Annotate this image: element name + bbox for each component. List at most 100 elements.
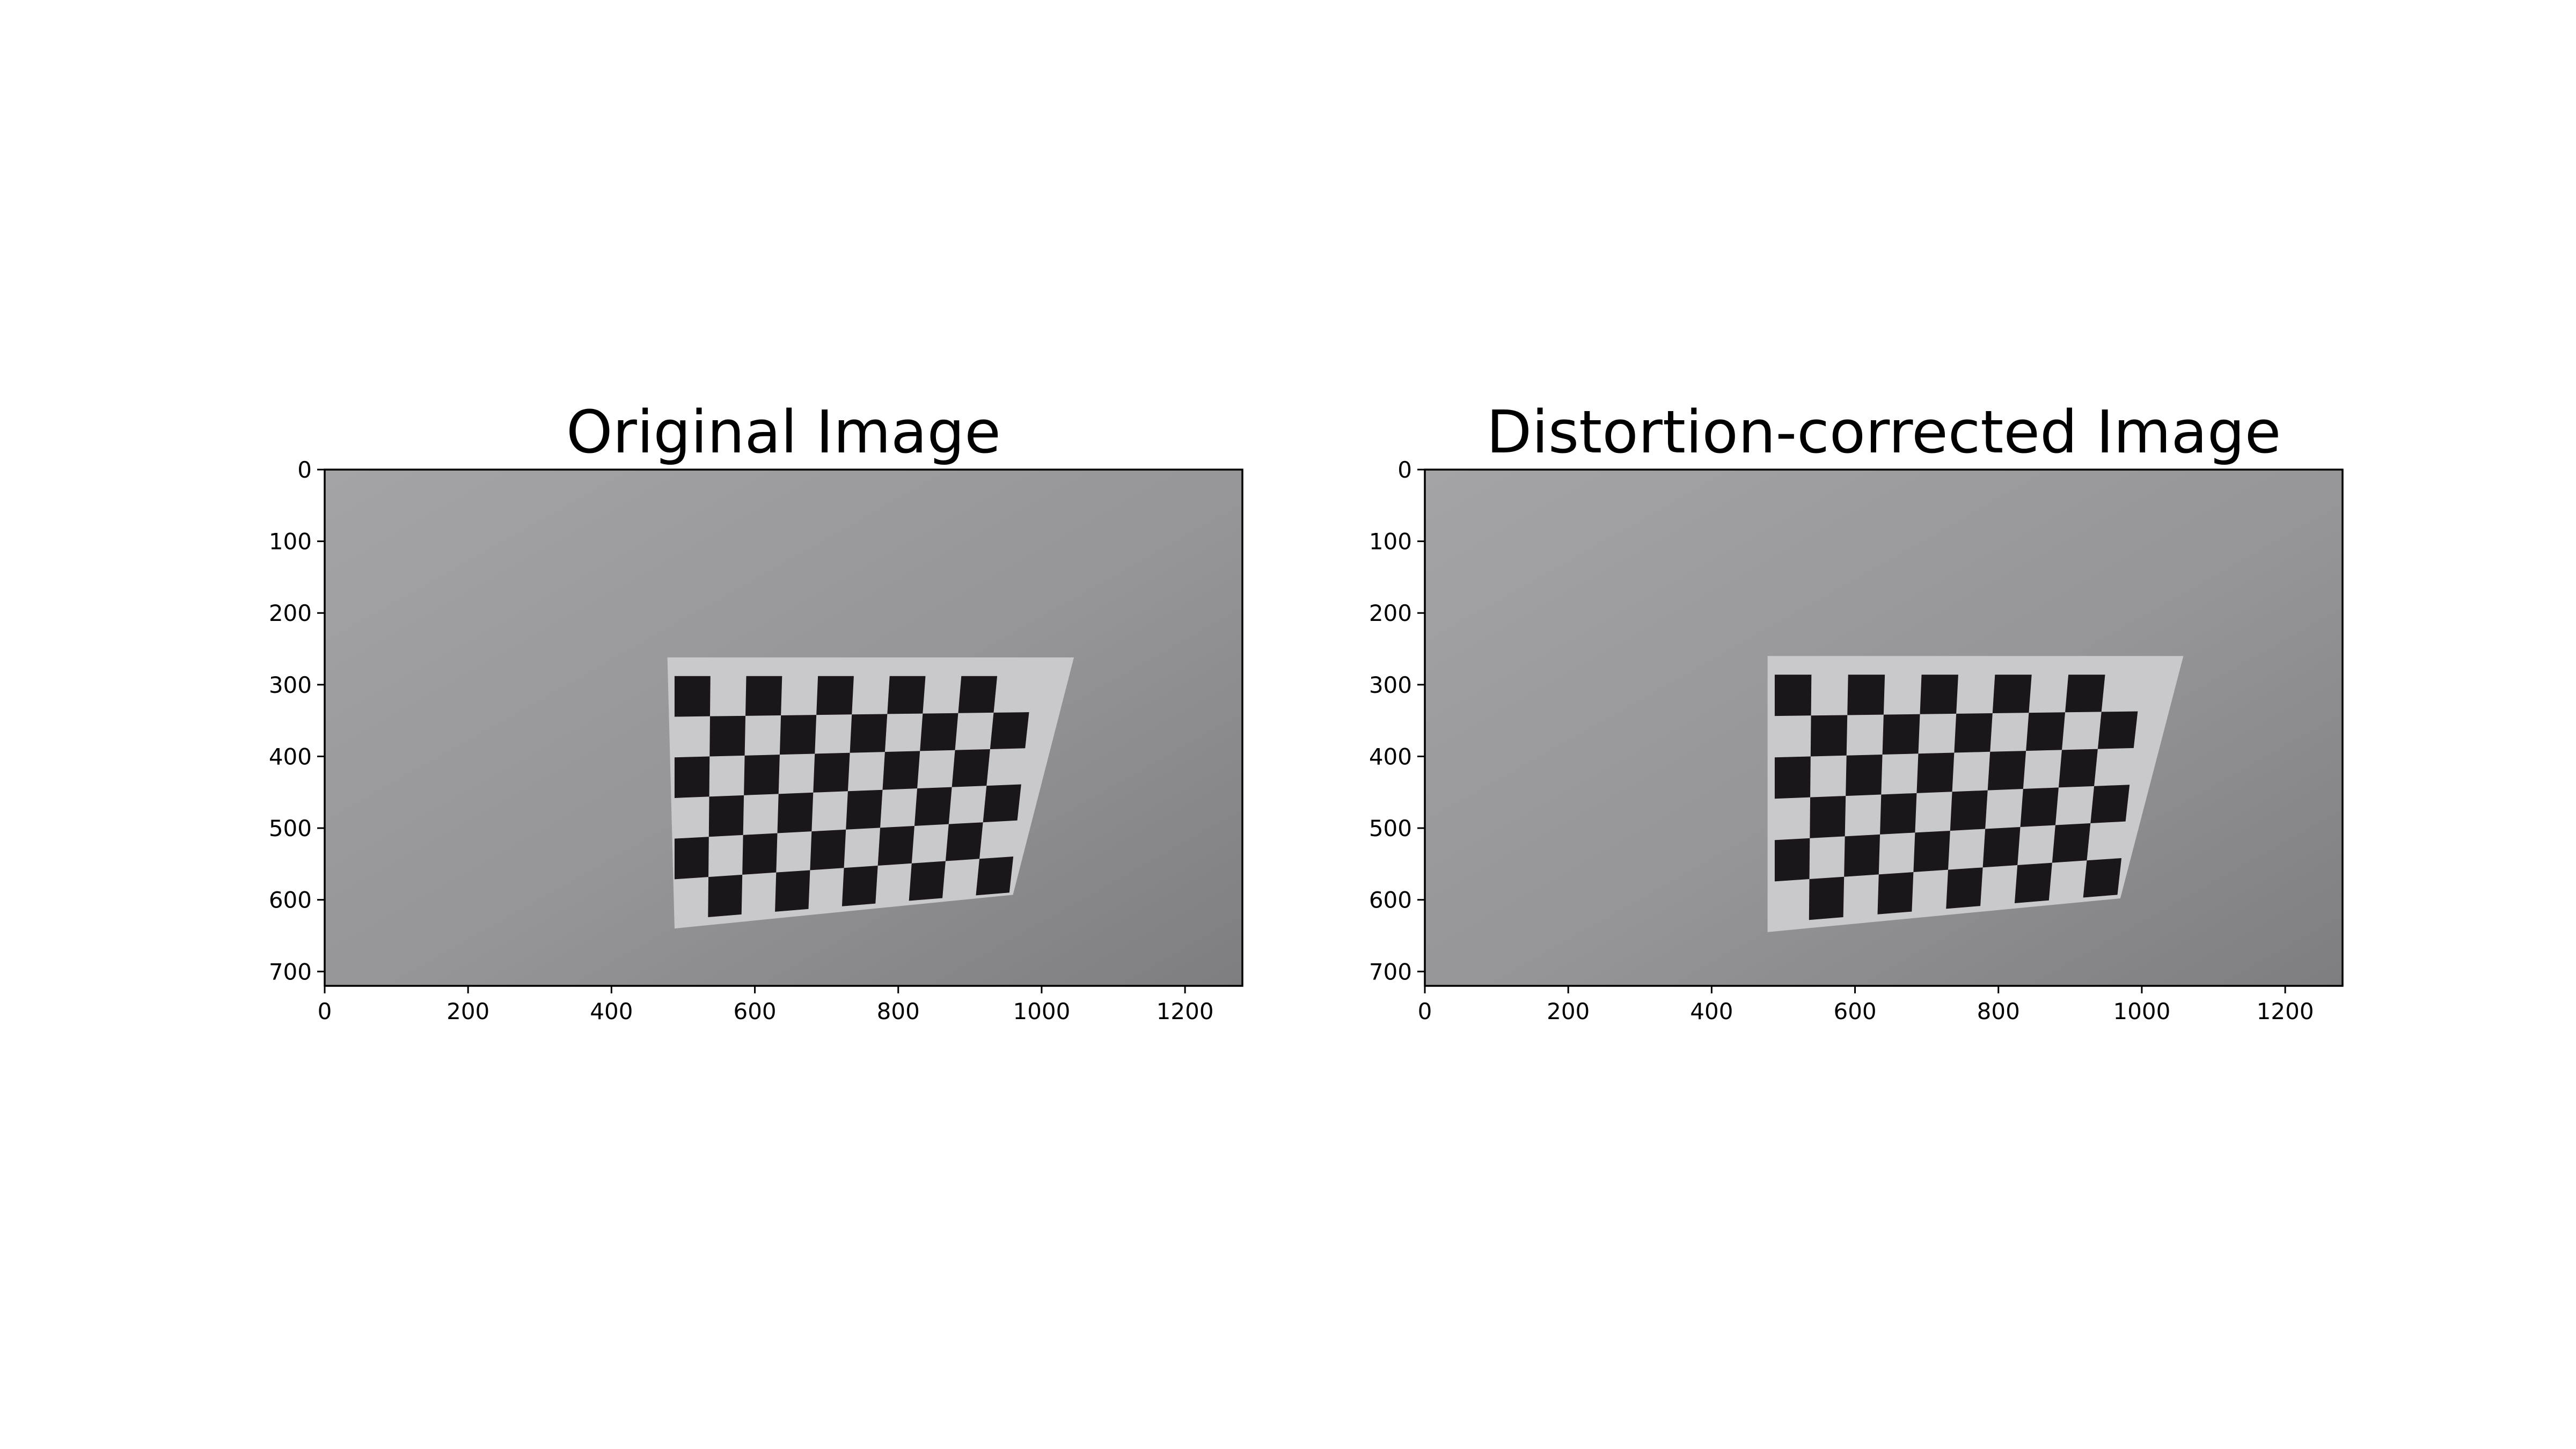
checker-square: [2052, 823, 2090, 863]
checker-square: [2015, 863, 2052, 903]
checker-square: [1954, 713, 1992, 753]
checker-square: [675, 757, 709, 798]
x-tick-label: 200: [1547, 998, 1590, 1024]
panel-title: Original Image: [566, 398, 1001, 466]
checker-square: [1916, 753, 1954, 793]
checker-square: [2090, 785, 2129, 823]
checker-square: [810, 830, 846, 870]
x-tick-label: 200: [447, 998, 489, 1024]
checker-square: [780, 715, 816, 755]
checker-square: [909, 861, 946, 901]
checker-square: [1946, 867, 1982, 909]
checker-square: [745, 676, 782, 716]
checker-square: [842, 866, 878, 906]
checker-square: [1988, 751, 2026, 791]
checker-square: [675, 676, 711, 717]
x-tick-label: 800: [877, 998, 920, 1024]
checker-square: [775, 870, 810, 911]
checker-square: [846, 790, 882, 830]
y-tick-label: 200: [269, 600, 312, 626]
checker-square: [2021, 787, 2059, 827]
checker-square: [1846, 755, 1882, 796]
checker-square: [2098, 711, 2138, 749]
checker-square: [709, 716, 745, 757]
y-tick-label: 200: [1369, 600, 1412, 626]
x-tick-label: 600: [1833, 998, 1876, 1024]
checker-square: [2083, 858, 2121, 898]
checker-square: [1878, 872, 1914, 914]
checker-square: [1983, 827, 2021, 867]
checker-square: [2065, 675, 2105, 712]
y-tick-label: 300: [269, 672, 312, 698]
checker-square: [887, 676, 925, 714]
x-tick-label: 400: [590, 998, 633, 1024]
checker-square: [878, 826, 914, 866]
y-tick-label: 600: [269, 887, 312, 913]
x-tick-label: 400: [1690, 998, 1733, 1024]
y-axis: 0 100 200 300 400 500 600 700: [1369, 457, 1425, 985]
checker-square: [1880, 793, 1916, 835]
checker-square: [1775, 675, 1811, 716]
checker-square: [1993, 675, 2032, 713]
y-tick-label: 400: [1369, 743, 1412, 770]
y-tick-label: 700: [1369, 958, 1412, 985]
checker-square: [1811, 715, 1847, 756]
y-tick-label: 0: [297, 457, 312, 483]
checker-square: [882, 751, 920, 789]
checker-square: [920, 713, 958, 751]
checker-square: [1775, 756, 1811, 799]
checker-square: [675, 837, 709, 879]
x-tick-label: 0: [1418, 998, 1432, 1024]
checker-square: [2059, 749, 2098, 788]
x-axis: 0 200 400 600 800 1000 1200: [318, 986, 1214, 1024]
y-tick-label: 0: [1397, 457, 1412, 483]
checker-square: [946, 822, 983, 861]
panel-title: Distortion-corrected Image: [1487, 398, 2281, 466]
checker-square: [1844, 835, 1880, 877]
x-tick-label: 1000: [2113, 998, 2170, 1024]
checker-square: [709, 795, 744, 837]
checker-square: [742, 833, 777, 874]
checker-square: [976, 857, 1013, 895]
x-tick-label: 1200: [2257, 998, 2314, 1024]
checker-square: [990, 712, 1029, 749]
y-tick-label: 100: [269, 529, 312, 555]
y-tick-label: 400: [269, 743, 312, 770]
checker-square: [1920, 675, 1958, 714]
checker-square: [1883, 714, 1920, 755]
checker-square: [1809, 877, 1844, 920]
x-axis: 0 200 400 600 800 1000 1200: [1418, 986, 2314, 1024]
checkerboard-corrected: [1768, 656, 2184, 932]
x-tick-label: 1200: [1157, 998, 1214, 1024]
checker-square: [1847, 675, 1885, 715]
checker-square: [708, 875, 742, 917]
checker-square: [2026, 712, 2065, 751]
x-tick-label: 600: [733, 998, 776, 1024]
y-axis: 0 100 200 300 400 500 600 700: [269, 457, 325, 985]
checkerboard-original: [668, 657, 1074, 928]
y-tick-label: 500: [1369, 815, 1412, 841]
y-tick-label: 600: [1369, 887, 1412, 913]
checker-square: [1775, 838, 1810, 882]
checker-square: [958, 676, 997, 713]
checker-square: [914, 787, 952, 826]
checker-square: [1913, 831, 1950, 872]
checker-square: [983, 785, 1021, 823]
panel-original: Original Image 0 200 400 600 800 1000 1200 0 10…: [269, 398, 1242, 1024]
checker-square: [813, 753, 850, 793]
y-tick-label: 500: [269, 815, 312, 841]
y-tick-label: 700: [269, 958, 312, 985]
image-original: [325, 470, 1242, 986]
checker-square: [850, 714, 888, 752]
x-tick-label: 800: [1977, 998, 2020, 1024]
y-tick-label: 100: [1369, 529, 1412, 555]
checker-square: [816, 676, 854, 715]
image-corrected: [1425, 470, 2343, 986]
x-tick-label: 1000: [1013, 998, 1070, 1024]
panel-corrected: Distortion-corrected Image 0 200 400 600 800…: [1369, 398, 2343, 1024]
x-tick-label: 0: [318, 998, 332, 1024]
checker-square: [744, 755, 780, 795]
y-tick-label: 300: [1369, 672, 1412, 698]
checker-square: [952, 749, 990, 787]
